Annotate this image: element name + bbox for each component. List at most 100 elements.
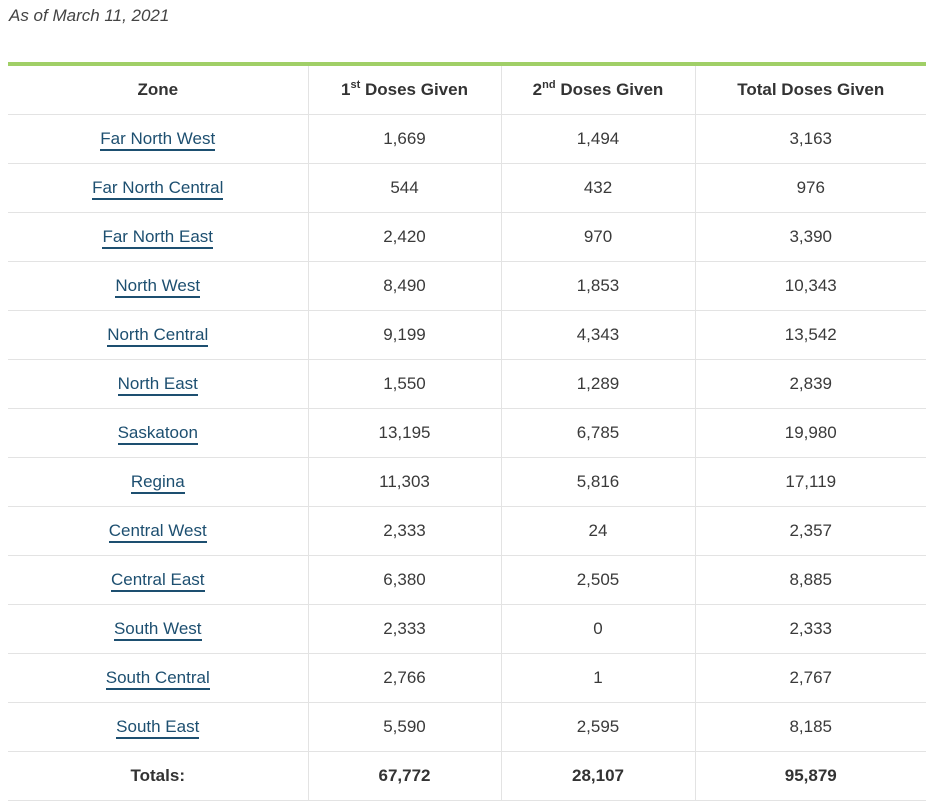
header-row: Zone 1st Doses Given 2nd Doses Given Tot… xyxy=(8,66,926,115)
zone-link[interactable]: North East xyxy=(117,374,198,396)
totals-row: Totals: 67,772 28,107 95,879 xyxy=(8,751,926,801)
header-first-sup: st xyxy=(350,79,361,91)
second-doses-cell: 432 xyxy=(500,163,695,213)
second-doses-cell: 970 xyxy=(500,212,695,262)
second-doses-cell: 2,505 xyxy=(500,555,695,605)
header-first-doses: 1st Doses Given xyxy=(307,66,501,115)
second-doses-cell: 6,785 xyxy=(500,408,695,458)
totals-first-doses: 67,772 xyxy=(307,751,501,801)
table-footer: Totals: 67,772 28,107 95,879 xyxy=(8,751,926,801)
second-doses-cell: 0 xyxy=(500,604,695,654)
totals-second-doses: 28,107 xyxy=(500,751,695,801)
header-second-rest: Doses Given xyxy=(555,80,664,99)
zone-cell: Saskatoon xyxy=(8,408,308,458)
second-doses-cell: 1,853 xyxy=(500,261,695,311)
table-row: North Central 9,199 4,343 13,542 xyxy=(8,310,926,360)
table-row: Far North Central 544 432 976 xyxy=(8,163,926,213)
first-doses-cell: 2,420 xyxy=(307,212,501,262)
first-doses-cell: 11,303 xyxy=(307,457,501,507)
total-doses-cell: 976 xyxy=(694,163,926,213)
table-row: Central East 6,380 2,505 8,885 xyxy=(8,555,926,605)
zone-cell: Far North East xyxy=(8,212,308,262)
zone-cell: South Central xyxy=(8,653,308,703)
zone-link[interactable]: Central East xyxy=(110,570,205,592)
zone-link[interactable]: Central West xyxy=(108,521,207,543)
totals-label: Totals: xyxy=(8,751,308,801)
table-row: South Central 2,766 1 2,767 xyxy=(8,653,926,703)
total-doses-cell: 3,390 xyxy=(694,212,926,262)
first-doses-cell: 2,333 xyxy=(307,506,501,556)
zone-link[interactable]: South West xyxy=(113,619,202,641)
zone-cell: Far North Central xyxy=(8,163,308,213)
second-doses-cell: 5,816 xyxy=(500,457,695,507)
second-doses-cell: 1,494 xyxy=(500,114,695,164)
total-doses-cell: 2,839 xyxy=(694,359,926,409)
table-row: South East 5,590 2,595 8,185 xyxy=(8,702,926,752)
zone-link[interactable]: Far North East xyxy=(102,227,214,249)
zone-link[interactable]: South East xyxy=(116,717,200,739)
zone-link[interactable]: North Central xyxy=(107,325,209,347)
first-doses-cell: 1,669 xyxy=(307,114,501,164)
zone-cell: North Central xyxy=(8,310,308,360)
zone-cell: Central West xyxy=(8,506,308,556)
zone-cell: Central East xyxy=(8,555,308,605)
first-doses-cell: 6,380 xyxy=(307,555,501,605)
zone-link[interactable]: South Central xyxy=(105,668,210,690)
second-doses-cell: 1 xyxy=(500,653,695,703)
second-doses-cell: 1,289 xyxy=(500,359,695,409)
header-first-num: 1 xyxy=(341,80,351,99)
table-row: Far North West 1,669 1,494 3,163 xyxy=(8,114,926,164)
header-second-doses: 2nd Doses Given xyxy=(500,66,695,115)
vaccine-doses-table: Zone 1st Doses Given 2nd Doses Given Tot… xyxy=(8,66,926,801)
table-row: Far North East 2,420 970 3,390 xyxy=(8,212,926,262)
first-doses-cell: 2,333 xyxy=(307,604,501,654)
total-doses-cell: 10,343 xyxy=(694,261,926,311)
zone-cell: North East xyxy=(8,359,308,409)
first-doses-cell: 9,199 xyxy=(307,310,501,360)
zone-cell: North West xyxy=(8,261,308,311)
zone-cell: South West xyxy=(8,604,308,654)
total-doses-cell: 2,767 xyxy=(694,653,926,703)
total-doses-cell: 19,980 xyxy=(694,408,926,458)
first-doses-cell: 2,766 xyxy=(307,653,501,703)
table-row: Central West 2,333 24 2,357 xyxy=(8,506,926,556)
header-second-sup: nd xyxy=(542,79,556,91)
zone-cell: Far North West xyxy=(8,114,308,164)
table-row: North East 1,550 1,289 2,839 xyxy=(8,359,926,409)
total-doses-cell: 2,357 xyxy=(694,506,926,556)
zone-cell: South East xyxy=(8,702,308,752)
zone-link[interactable]: Far North West xyxy=(100,129,216,151)
zone-link[interactable]: Far North Central xyxy=(92,178,224,200)
total-doses-cell: 8,185 xyxy=(694,702,926,752)
header-total-doses: Total Doses Given xyxy=(694,66,926,115)
total-doses-cell: 17,119 xyxy=(694,457,926,507)
total-doses-cell: 13,542 xyxy=(694,310,926,360)
table-row: South West 2,333 0 2,333 xyxy=(8,604,926,654)
table-row: North West 8,490 1,853 10,343 xyxy=(8,261,926,311)
table-body: Far North West 1,669 1,494 3,163 Far Nor… xyxy=(8,114,926,752)
table-row: Regina 11,303 5,816 17,119 xyxy=(8,457,926,507)
header-second-num: 2 xyxy=(532,80,543,99)
header-first-rest: Doses Given xyxy=(360,80,468,99)
first-doses-cell: 5,590 xyxy=(307,702,501,752)
accent-rule xyxy=(8,62,926,66)
zone-cell: Regina xyxy=(8,457,308,507)
table-row: Saskatoon 13,195 6,785 19,980 xyxy=(8,408,926,458)
zone-link[interactable]: Saskatoon xyxy=(117,423,198,445)
total-doses-cell: 8,885 xyxy=(694,555,926,605)
first-doses-cell: 13,195 xyxy=(307,408,501,458)
first-doses-cell: 544 xyxy=(307,163,501,213)
table-header: Zone 1st Doses Given 2nd Doses Given Tot… xyxy=(8,66,926,115)
first-doses-cell: 1,550 xyxy=(307,359,501,409)
second-doses-cell: 4,343 xyxy=(500,310,695,360)
first-doses-cell: 8,490 xyxy=(307,261,501,311)
zone-link[interactable]: Regina xyxy=(130,472,185,494)
second-doses-cell: 2,595 xyxy=(500,702,695,752)
totals-total-doses: 95,879 xyxy=(694,751,926,801)
zone-link[interactable]: North West xyxy=(115,276,201,298)
total-doses-cell: 2,333 xyxy=(694,604,926,654)
header-zone: Zone xyxy=(8,66,308,115)
second-doses-cell: 24 xyxy=(500,506,695,556)
total-doses-cell: 3,163 xyxy=(694,114,926,164)
